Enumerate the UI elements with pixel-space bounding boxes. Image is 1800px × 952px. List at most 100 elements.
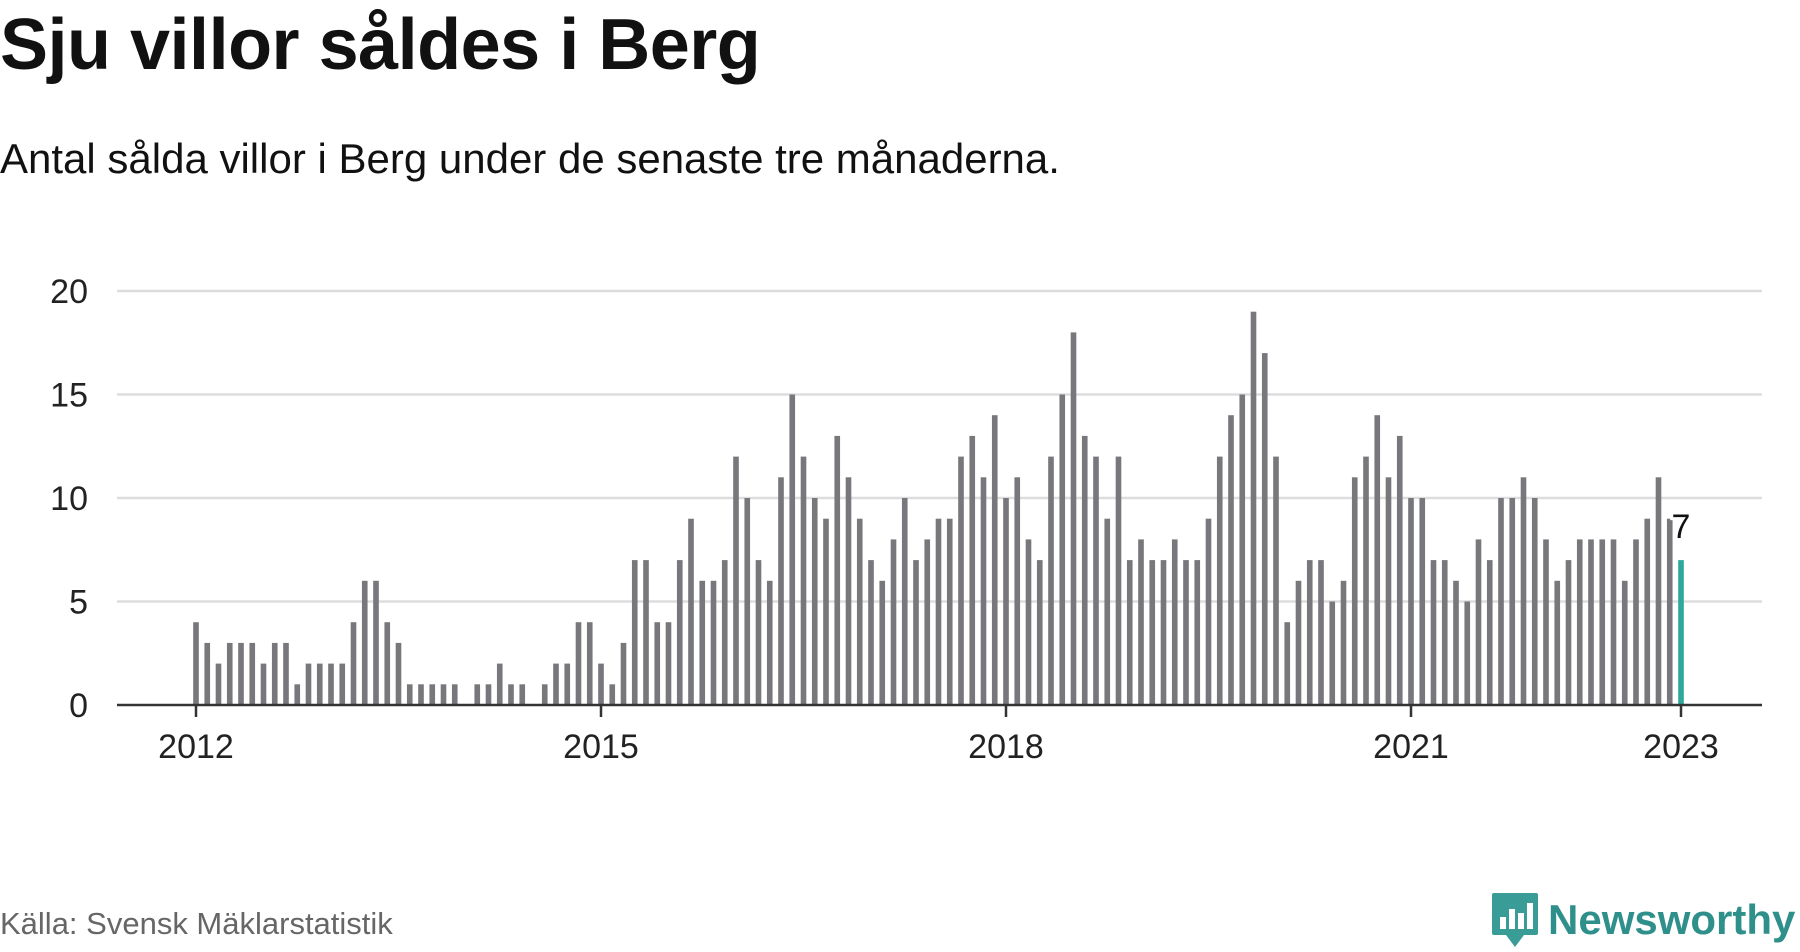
bar (800, 456, 807, 705)
bar (991, 415, 998, 705)
bar (1081, 435, 1088, 705)
bar (226, 642, 233, 705)
bar (305, 663, 312, 705)
highlighted-bar (1678, 560, 1684, 705)
bar (1351, 477, 1358, 705)
bar (395, 642, 402, 705)
bar (1363, 456, 1369, 705)
bar (1239, 394, 1246, 705)
annotations: 7 (1669, 505, 1694, 549)
bar (733, 456, 739, 705)
bar (1610, 539, 1617, 705)
bar (1261, 353, 1268, 705)
bar (586, 622, 593, 705)
bar (283, 642, 289, 705)
bar (1599, 539, 1606, 705)
y-tick-label: 0 (69, 687, 88, 725)
bar (980, 477, 987, 705)
brand-name: Newsworthy (1548, 896, 1796, 943)
brand[interactable]: Newsworthy (1490, 888, 1795, 952)
bar (620, 642, 627, 705)
bar (1498, 498, 1504, 705)
bar (1059, 394, 1066, 705)
bar (1250, 311, 1257, 705)
bar (946, 518, 953, 705)
bar (193, 622, 199, 705)
bar (406, 684, 413, 705)
bar (1228, 415, 1234, 705)
bar (958, 456, 964, 705)
bar (1036, 560, 1043, 705)
bar (1205, 518, 1212, 705)
bar (1509, 498, 1516, 705)
bar (901, 498, 908, 705)
x-axis: 2012 2015 2018 2021 2023 (117, 703, 1762, 766)
bar (496, 663, 503, 705)
bar (665, 622, 672, 705)
bar (676, 560, 683, 705)
bar (474, 684, 481, 705)
source-note: Källa: Svensk Mäklarstatistik (0, 906, 393, 941)
bar (1633, 539, 1639, 705)
bar (654, 622, 661, 705)
y-tick-label: 5 (69, 584, 88, 622)
x-tick-label: 2015 (563, 728, 639, 766)
bar (1441, 560, 1448, 705)
bar (1531, 498, 1538, 705)
bar (1486, 560, 1493, 705)
bar (1543, 539, 1549, 705)
bar (688, 518, 694, 705)
newsworthy-logo-icon (1492, 893, 1538, 947)
bar (1588, 539, 1594, 705)
bar (935, 518, 942, 705)
bar (1329, 601, 1336, 705)
bar (1520, 477, 1527, 705)
bar (373, 580, 379, 705)
bars (193, 311, 1684, 705)
bar (1093, 456, 1099, 705)
bar (879, 580, 886, 705)
bar (845, 477, 852, 705)
bar (1194, 560, 1201, 705)
bar-chart: 0 5 10 15 20 2012 2015 2018 2021 2023 7 (50, 273, 1762, 766)
bar (238, 642, 244, 705)
bar (575, 622, 582, 705)
bar (766, 580, 773, 705)
bar (924, 539, 931, 705)
bar (1576, 539, 1583, 705)
bar (1014, 477, 1021, 705)
bar (913, 560, 919, 705)
bar (834, 435, 841, 705)
bar (451, 684, 458, 705)
bar (271, 642, 278, 705)
bar (519, 684, 526, 705)
bar (1621, 580, 1628, 705)
bar (1374, 415, 1381, 705)
bar (1565, 560, 1572, 705)
bar (1655, 477, 1662, 705)
bar (1644, 518, 1651, 705)
bar (699, 580, 706, 705)
bar (631, 560, 638, 705)
bar (1126, 560, 1133, 705)
bar (440, 684, 447, 705)
bar (316, 663, 323, 705)
bar (260, 663, 267, 705)
bar (541, 684, 548, 705)
chart-title: Sju villor såldes i Berg (0, 5, 761, 85)
bar (1318, 560, 1324, 705)
bar (1284, 622, 1291, 705)
x-tick-label: 2018 (968, 728, 1044, 766)
bar (1408, 498, 1414, 705)
bar (553, 663, 559, 705)
bar (1070, 332, 1077, 705)
bar (868, 560, 874, 705)
bar (1419, 498, 1426, 705)
bar (823, 518, 829, 705)
bar (811, 498, 818, 705)
bar (1003, 498, 1009, 705)
bar (429, 684, 436, 705)
bar (1115, 456, 1122, 705)
bar (1149, 560, 1156, 705)
bar (384, 622, 391, 705)
